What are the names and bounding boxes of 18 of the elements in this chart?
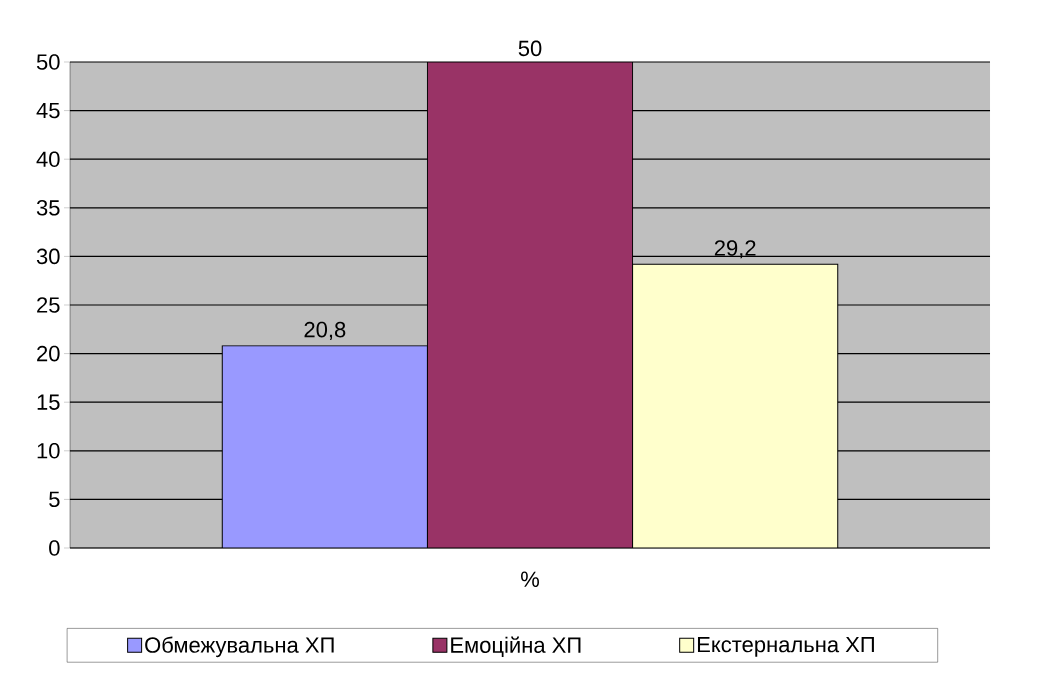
y-tick-label: 35: [36, 200, 60, 216]
legend-label: Екстернальна ХП: [697, 636, 874, 657]
legend-label: Емоційна ХП: [451, 636, 581, 658]
y-tick-label: 15: [37, 394, 60, 410]
x-tick-label: %: [521, 571, 539, 587]
data-label: 29,2: [714, 240, 756, 259]
y-tick-label: 50: [36, 54, 60, 70]
data-label: 50: [518, 40, 542, 57]
y-tick-label: 20: [37, 345, 60, 362]
data-label: 20,8: [304, 321, 346, 340]
y-tick-label: 10: [37, 443, 60, 459]
y-tick-label: 25: [37, 297, 60, 313]
y-tick-label: 45: [36, 102, 60, 119]
y-tick-label: 40: [36, 151, 60, 167]
y-tick-label: 30: [36, 248, 60, 265]
legend-label: Обмежувальна ХП: [145, 636, 334, 658]
y-tick-label: 5: [49, 491, 60, 508]
y-tick-label: 0: [49, 540, 60, 556]
